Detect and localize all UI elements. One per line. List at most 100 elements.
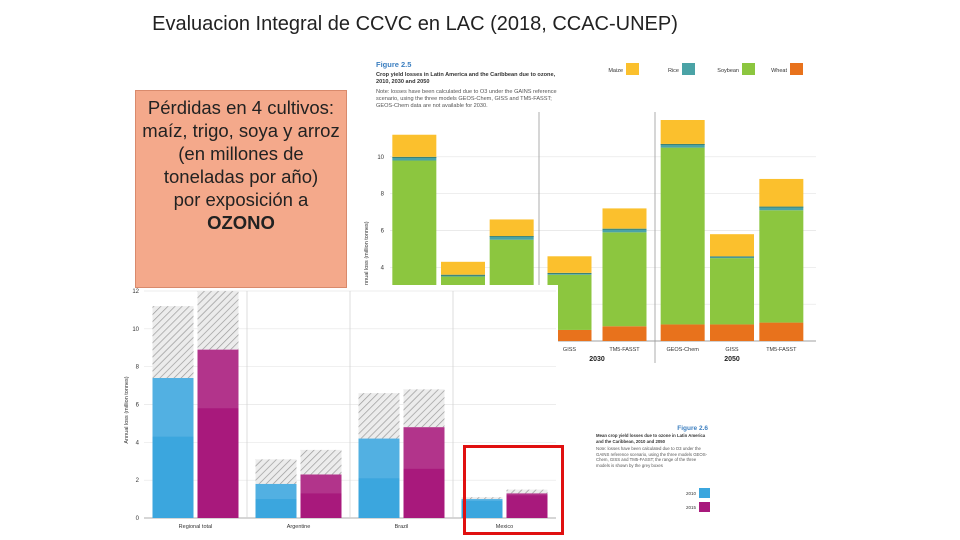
- figure-2-6-plot: 0 2 4 6 8 10 12 Regional total Argentine Brazil Me…: [132, 289, 556, 530]
- figure-2-5-legend-swatch: [742, 63, 755, 75]
- figure-2-5-ytick: 10: [377, 155, 384, 161]
- figure-2-5-bar-soybean: [602, 232, 647, 327]
- figure-2-6-note: Note: losses have been calculated due to…: [596, 446, 708, 468]
- figure-2-5-xtick: GEOS-Chem: [666, 347, 699, 353]
- figure-2-5-bar-rice: [602, 228, 647, 233]
- figure-2-5-bar-maize: [489, 219, 534, 237]
- figure-2-6-bar-2010: [152, 378, 194, 518]
- figure-2-6-ytick: 10: [132, 327, 139, 333]
- figure-2-6-range-lower: [197, 349, 239, 409]
- figure-2-5-xtick: GISS: [563, 347, 576, 353]
- figure-2-6-range-lower: [506, 493, 548, 496]
- figure-2-6-xtick: Mexico: [496, 524, 513, 530]
- figure-2-5-xtick: TM5-FASST: [766, 347, 797, 353]
- figure-2-6-range-lower: [358, 438, 400, 479]
- figure-2-5-legend: Maize Rice Soybean Wheat: [608, 63, 803, 75]
- callout-text-line2: por exposición a: [173, 189, 309, 210]
- figure-2-5-xtick: GISS: [725, 347, 738, 353]
- figure-2-5-title: Crop yield losses in Latin America and t…: [376, 72, 556, 85]
- figure-2-5-bar-soybean: [759, 210, 804, 323]
- figure-2-6-xtick: Regional total: [179, 524, 213, 530]
- figure-2-5-group-label: 2050: [724, 356, 740, 363]
- figure-2-5-ytick: 6: [381, 229, 385, 235]
- figure-2-5-group-label: 2030: [589, 356, 605, 363]
- figure-2-6-bar-2015: [403, 427, 445, 518]
- figure-2-6-legend-swatch: [699, 488, 710, 498]
- figure-2-5-bar-maize: [759, 178, 804, 207]
- figure-2-5-bar-wheat: [710, 324, 754, 341]
- figure-2-5-bar-rice: [759, 206, 804, 211]
- figure-2-5-legend-swatch: [790, 63, 803, 75]
- figure-2-5-legend-label: Soybean: [717, 68, 739, 74]
- callout-box: Pérdidas en 4 cultivos: maíz, trigo, soy…: [135, 90, 347, 288]
- figure-2-5-bar-maize: [547, 256, 592, 273]
- figure-2-6-bar-2010: [255, 483, 297, 518]
- figure-2-6-ylabel: Annual loss (million tonnes): [124, 376, 130, 443]
- figure-2-6-ytick: 8: [136, 365, 140, 371]
- figure-2-5-legend-swatch: [626, 63, 639, 75]
- figure-2-5-ylabel: Annual loss (million tonnes): [364, 221, 370, 288]
- figure-2-6-range-upper: [461, 497, 503, 500]
- figure-2-6-range-upper: [255, 459, 297, 484]
- figure-2-5-bar-rice: [392, 156, 437, 161]
- figure-2-5-ytick: 4: [381, 265, 385, 271]
- figure-2-6-xtick: Brazil: [395, 524, 409, 530]
- figure-2-5-bar-maize: [441, 261, 485, 275]
- figure-2-6-range-upper: [403, 389, 445, 428]
- figure-2-6-range-lower: [300, 474, 342, 494]
- callout-emphasis: OZONO: [207, 212, 275, 233]
- mexico-highlight-box: [463, 445, 564, 535]
- figure-2-6-range-upper: [358, 393, 400, 439]
- figure-2-6-ytick: 4: [136, 440, 140, 446]
- figure-2-6-range-lower: [461, 499, 503, 501]
- figure-2-5-bar-rice: [489, 236, 534, 240]
- figure-2-6-range-lower: [255, 483, 297, 500]
- figure-2-5-legend-label: Maize: [608, 68, 623, 74]
- figure-2-6-range-upper: [197, 291, 239, 350]
- figure-2-6-bar-2015: [300, 474, 342, 518]
- figure-2-6-legend-swatch: [699, 502, 710, 512]
- figure-2-6-range-upper: [300, 449, 342, 475]
- figure-2-5-ytick: 8: [381, 192, 385, 198]
- figure-2-6-ytick: 6: [136, 403, 140, 409]
- figure-2-6-chart: 0 2 4 6 8 10 12 Regional total Argentine Brazil Me…: [124, 289, 556, 530]
- figure-2-5-note: Note: losses have been calculated due to…: [376, 89, 557, 109]
- figure-2-5-bar-wheat: [547, 329, 592, 341]
- figure-2-6-range-lower: [403, 427, 445, 469]
- figure-2-5-bar-rice: [660, 143, 705, 148]
- figure-2-6-bar-2010: [461, 499, 503, 518]
- figure-2-5-bar-soybean: [710, 258, 754, 325]
- figure-2-6-range-upper: [506, 489, 548, 494]
- figure-2-5-legend-label: Wheat: [771, 68, 787, 74]
- figure-2-5-bar-wheat: [602, 326, 647, 341]
- figure-2-5-bar-soybean: [660, 147, 705, 325]
- figure-2-6: 0 2 4 6 8 10 12 Regional total Argentine Brazil Me…: [118, 285, 558, 535]
- figure-2-5-legend-label: Rice: [668, 68, 679, 74]
- figure-2-5-bar-maize: [602, 208, 647, 229]
- figure-2-5-label: Figure 2.5: [376, 60, 411, 69]
- figure-2-6-label: Figure 2.6: [677, 425, 708, 432]
- figure-2-5-bar-wheat: [759, 322, 804, 341]
- figure-2-6-title: Mean crop yield losses due to ozone in L…: [596, 433, 706, 444]
- figure-2-6-range-upper: [152, 306, 194, 379]
- figure-2-6-legend-label: 2010: [686, 491, 697, 496]
- figure-2-5-legend-swatch: [682, 63, 695, 75]
- figure-2-6-ytick: 2: [136, 478, 140, 484]
- figure-2-6-range-lower: [152, 378, 194, 437]
- figure-2-5-xtick: TM5-FASST: [609, 347, 640, 353]
- figure-2-5-bar-maize: [660, 120, 705, 144]
- figure-2-5-bar-wheat: [660, 324, 705, 341]
- figure-2-6-side-svg: Figure 2.6 Mean crop yield losses due to…: [596, 425, 710, 512]
- figure-2-5-bar-maize: [392, 134, 437, 157]
- figure-2-5-bar-maize: [710, 234, 754, 257]
- figure-2-6-side: Figure 2.6 Mean crop yield losses due to…: [592, 420, 712, 515]
- figure-2-6-bar-2010: [358, 438, 400, 518]
- figure-2-6-ytick: 0: [136, 516, 140, 522]
- figure-2-6-legend: 2010 2015: [686, 488, 710, 512]
- figure-2-6-bar-2015: [506, 493, 548, 518]
- figure-2-6-xtick: Argentine: [287, 524, 311, 530]
- slide-title: Evaluacion Integral de CCVC en LAC (2018…: [152, 13, 678, 35]
- callout-text: Pérdidas en 4 cultivos: maíz, trigo, soy…: [142, 97, 340, 187]
- figure-2-6-bar-2015: [197, 349, 239, 518]
- figure-2-6-legend-label: 2015: [686, 505, 697, 510]
